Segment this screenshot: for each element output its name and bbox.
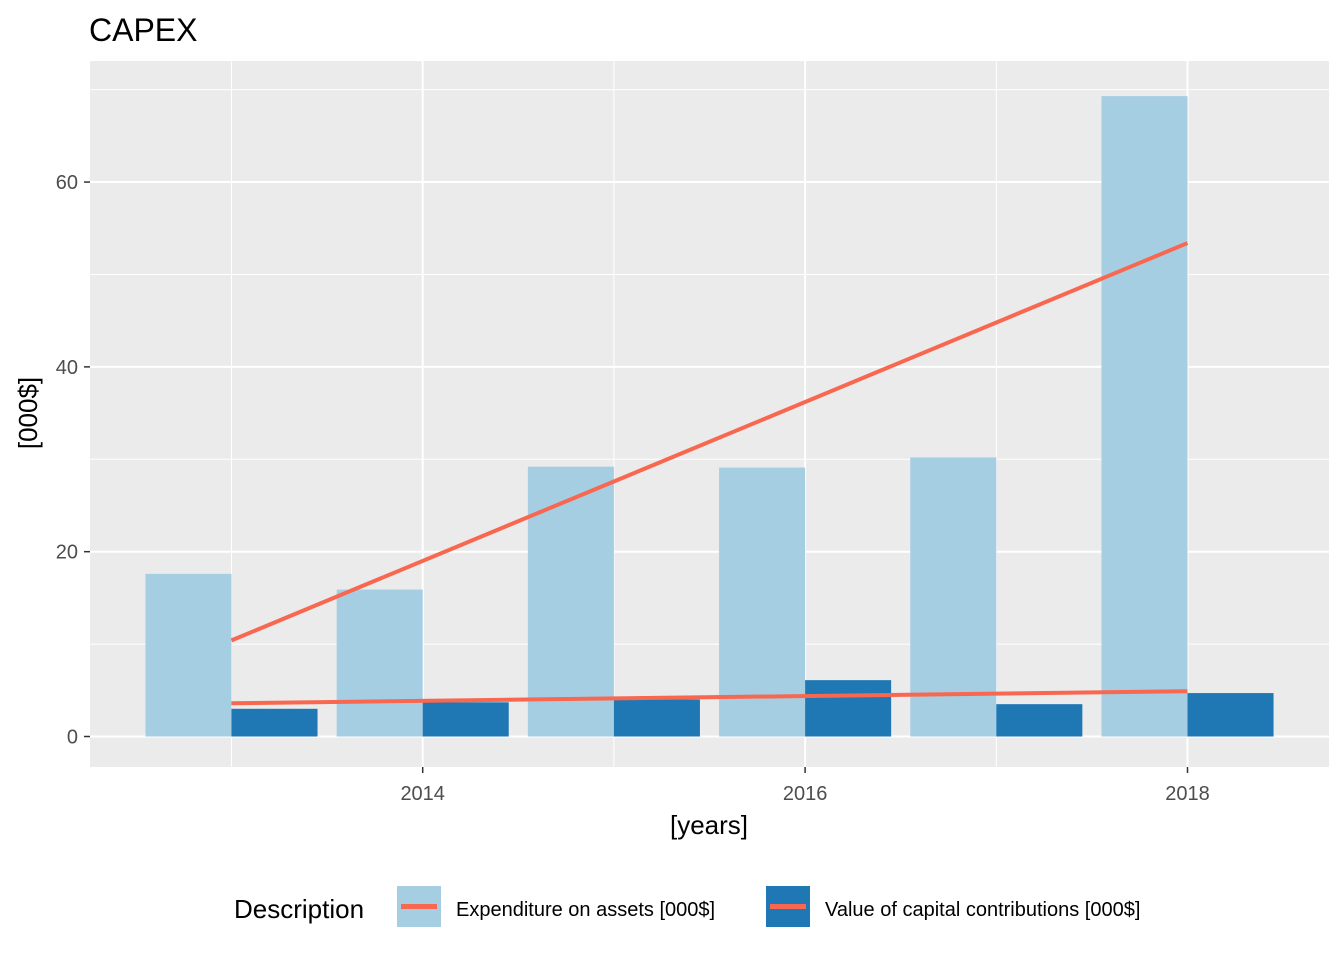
legend-label-contributions: Value of capital contributions [000$]: [825, 899, 1140, 921]
y-tick-label: 20: [56, 542, 78, 564]
bar-contributions-2016: [805, 680, 892, 737]
x-tick-label: 2018: [1165, 783, 1210, 805]
legend-item-contributions: Value of capital contributions [000$]: [766, 886, 1140, 927]
bar-expenditure-2013: [145, 573, 232, 737]
y-tick-label: 40: [56, 357, 78, 379]
x-tick-label: 2016: [783, 783, 828, 805]
trend-lines: [230, 241, 1189, 706]
bars: [145, 96, 1274, 737]
bar-expenditure-2018: [1101, 96, 1188, 737]
axes: 0 20 40 60 2014 2016 2018: [56, 172, 1210, 805]
bar-contributions-2013: [231, 708, 318, 737]
bar-contributions-2014: [422, 702, 509, 737]
x-tick-label: 2014: [400, 783, 445, 805]
bar-expenditure-2015: [527, 466, 614, 737]
y-tick-label: 60: [56, 172, 78, 194]
chart-title: CAPEX: [89, 12, 197, 48]
bar-expenditure-2016: [719, 467, 806, 737]
trend-line-contributions: [231, 689, 1188, 706]
legend-title: Description: [234, 894, 364, 924]
bar-contributions-2018: [1187, 693, 1274, 737]
trend-line-expenditure: [230, 241, 1189, 643]
y-axis-title: [000$]: [13, 377, 43, 449]
y-tick-label: 0: [67, 727, 78, 749]
x-axis-title: [years]: [670, 810, 748, 840]
bar-expenditure-2014: [336, 589, 423, 737]
bar-contributions-2015: [613, 699, 700, 737]
legend-item-expenditure: Expenditure on assets [000$]: [397, 886, 715, 927]
bar-contributions-2017: [996, 704, 1083, 737]
legend-label-expenditure: Expenditure on assets [000$]: [456, 899, 715, 921]
bar-expenditure-2017: [910, 457, 997, 737]
legend: Description Expenditure on assets [000$]…: [234, 886, 1140, 927]
